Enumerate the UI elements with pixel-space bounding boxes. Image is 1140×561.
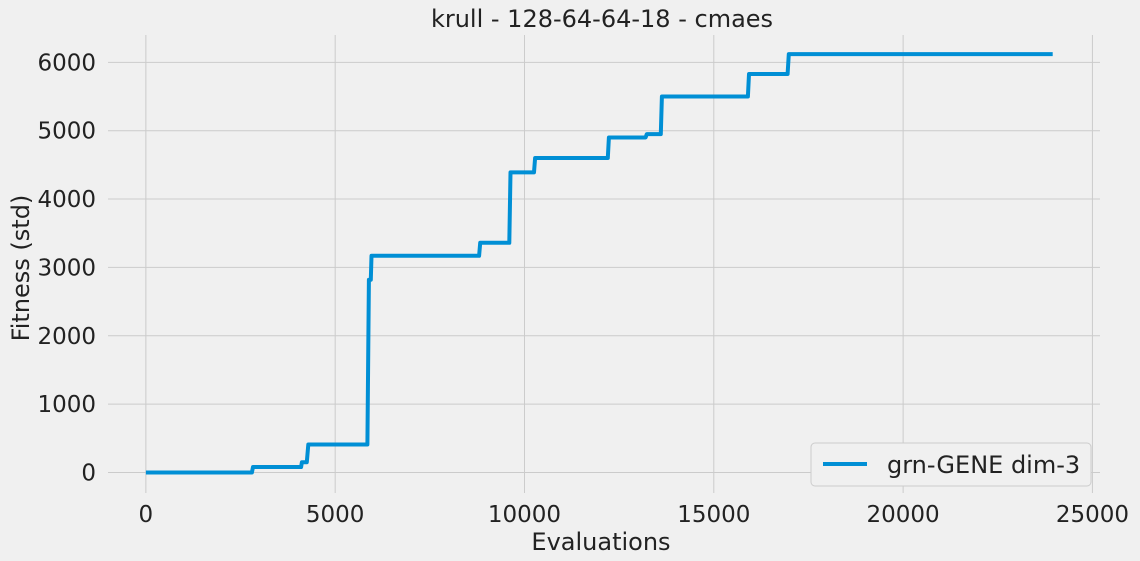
x-tick-label-3: 15000 [677,502,750,528]
x-tick-label-2: 10000 [488,502,561,528]
y-tick-label-2: 2000 [37,324,96,350]
y-tick-label-4: 4000 [37,187,96,213]
series-layer [145,52,1053,475]
y-tick-label-0: 0 [81,460,96,486]
x-tick-label-5: 25000 [1056,502,1129,528]
x-tick-label-1: 5000 [306,502,365,528]
y-tick-label-6: 6000 [37,50,96,76]
legend: grn-GENE dim-3 [810,442,1092,487]
tick-labels: 0 5000 10000 15000 20000 25000 0 1000 2000 3000 40… [37,50,1129,528]
y-tick-label-5: 5000 [37,119,96,145]
y-tick-label-1: 1000 [37,392,96,418]
x-axis-label: Evaluations [531,528,670,556]
y-axis-label: Fitness (std) [7,195,35,342]
series-line-0 [145,52,1053,475]
x-tick-label-4: 20000 [867,502,940,528]
chart-title: krull - 128-64-64-18 - cmaes [431,5,773,33]
x-tick-label-0: 0 [139,502,154,528]
y-tick-label-3: 3000 [37,255,96,281]
legend-box [810,442,1092,487]
legend-label: grn-GENE dim-3 [887,451,1080,479]
